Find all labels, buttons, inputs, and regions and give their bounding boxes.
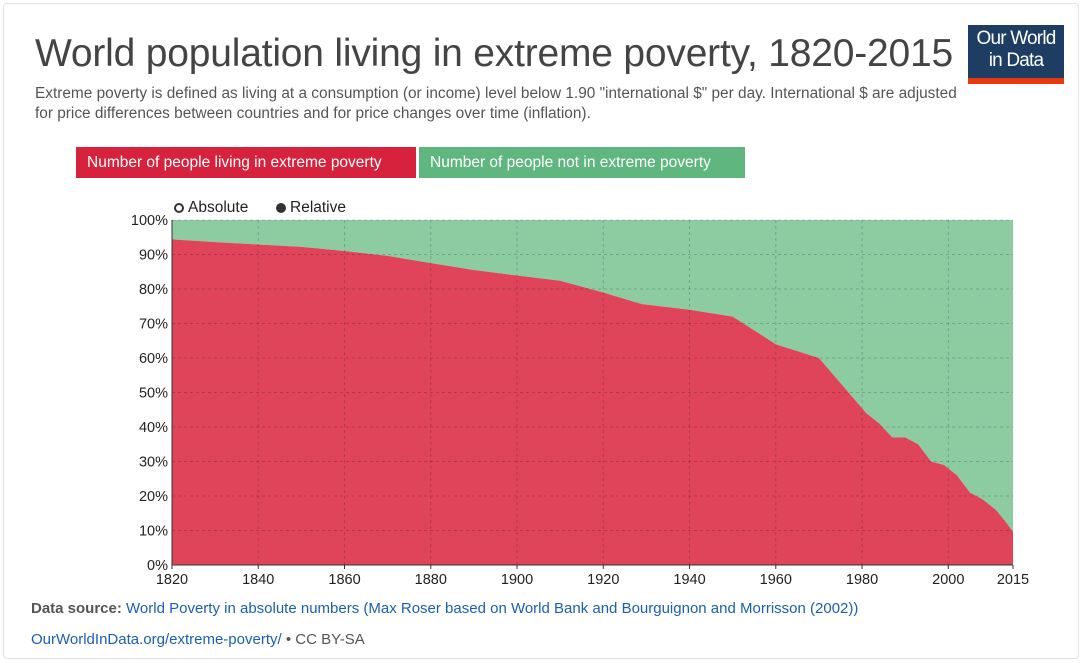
y-tick-label: 90% <box>139 248 168 264</box>
x-tick-label: 2000 <box>932 572 964 588</box>
footer-separator: • <box>281 631 296 648</box>
data-source-link[interactable]: World Poverty in absolute numbers (Max R… <box>126 600 859 617</box>
y-tick-label: 10% <box>139 524 168 540</box>
radio-selected-icon <box>276 203 286 213</box>
y-tick-label: 50% <box>139 386 168 402</box>
x-tick-label: 1880 <box>415 572 447 588</box>
data-source: Data source: World Poverty in absolute n… <box>31 600 858 617</box>
owid-logo[interactable]: Our World in Data <box>968 25 1064 84</box>
legend-item-poverty[interactable]: Number of people living in extreme pover… <box>76 147 416 178</box>
chart-footer: OurWorldInData.org/extreme-poverty/ • CC… <box>31 631 365 648</box>
y-tick-label: 70% <box>139 317 168 333</box>
chart-areas <box>172 220 1013 565</box>
x-tick-label: 2015 <box>997 572 1029 588</box>
y-tick-label: 80% <box>139 282 168 298</box>
area-non-poverty <box>172 220 1013 532</box>
x-tick-label: 1820 <box>156 572 188 588</box>
radio-unselected-icon <box>174 203 184 213</box>
relative-radio[interactable]: Relative <box>276 199 346 217</box>
x-tick-label: 1960 <box>760 572 792 588</box>
x-tick-label: 1840 <box>242 572 274 588</box>
y-tick-label: 30% <box>139 455 168 471</box>
area-chart: 0% 10% 20% 30% 40% 50% 60% 70% 80% 90% 100% 1820 184… <box>131 213 1029 588</box>
data-source-prefix: Data source: <box>31 600 122 617</box>
x-tick-label: 1940 <box>673 572 705 588</box>
y-tick-label: 60% <box>139 351 168 367</box>
x-tick-label: 1980 <box>846 572 878 588</box>
y-tick-label: 40% <box>139 420 168 436</box>
owid-url-link[interactable]: OurWorldInData.org/extreme-poverty/ <box>31 631 282 648</box>
x-tick-label: 1900 <box>501 572 533 588</box>
chart-subtitle: Extreme poverty is defined as living at … <box>35 85 957 122</box>
legend-item-non-poverty[interactable]: Number of people not in extreme poverty <box>419 147 745 178</box>
y-tick-label: 20% <box>139 489 168 505</box>
grid-overlay <box>172 219 1013 565</box>
x-tick-label: 1860 <box>328 572 360 588</box>
logo-line-1: Our World <box>976 28 1056 49</box>
absolute-radio-label: Absolute <box>188 199 249 216</box>
x-tick-label: 1920 <box>587 572 619 588</box>
relative-radio-label: Relative <box>290 199 346 216</box>
axes: 0% 10% 20% 30% 40% 50% 60% 70% 80% 90% 100% 1820 184… <box>131 213 1029 588</box>
area-poverty <box>172 239 1013 565</box>
y-tick-label: 0% <box>147 558 168 574</box>
y-tick-label: 100% <box>131 213 168 229</box>
logo-line-2: in Data <box>988 50 1044 71</box>
absolute-radio[interactable]: Absolute <box>174 199 248 217</box>
license-text: CC BY-SA <box>295 631 365 648</box>
chart-title: World population living in extreme pover… <box>35 32 953 75</box>
